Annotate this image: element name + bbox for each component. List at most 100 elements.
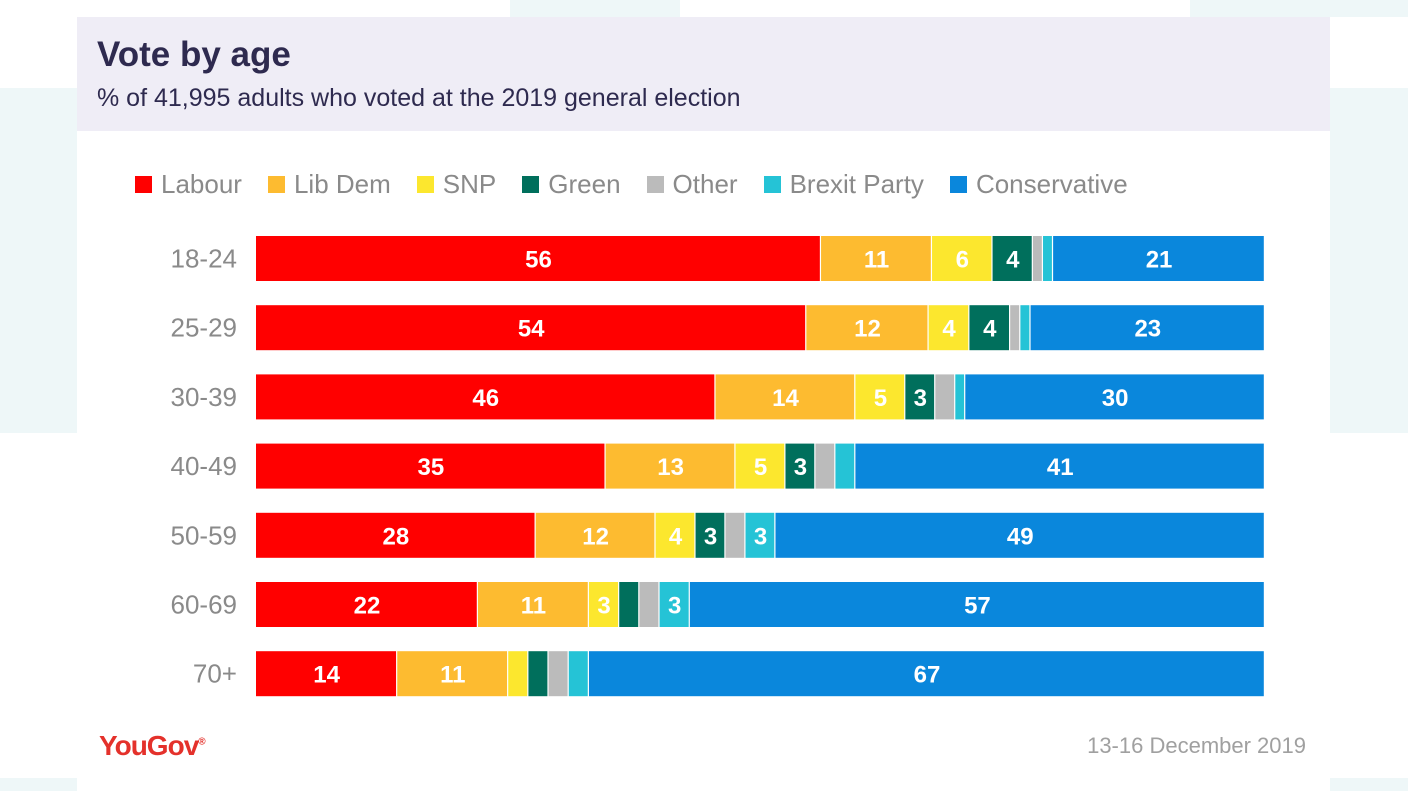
data-label: 56 xyxy=(525,247,552,274)
data-label: 41 xyxy=(1047,454,1074,481)
legend-label: Lib Dem xyxy=(293,168,391,199)
legend-item-brexit-party: Brexit Party xyxy=(763,168,924,200)
data-label: 3 xyxy=(668,593,681,620)
bar-snp xyxy=(588,582,619,627)
legend-label: Green xyxy=(548,168,621,199)
legend-swatch xyxy=(267,175,285,193)
data-label: 35 xyxy=(417,454,444,481)
bar-conservative xyxy=(965,374,1264,420)
bar-green xyxy=(695,512,725,558)
data-label: 13 xyxy=(657,454,684,481)
legend-item-other: Other xyxy=(646,168,738,200)
data-label: 4 xyxy=(1006,247,1020,274)
data-label: 54 xyxy=(518,316,545,343)
bar-green xyxy=(619,582,639,627)
bar-brexit-party xyxy=(745,512,775,558)
data-label: 11 xyxy=(864,247,889,274)
bar-other xyxy=(725,512,745,558)
bar-snp xyxy=(932,236,992,281)
brand-name: YouGov xyxy=(99,730,199,761)
bar-lib-dem xyxy=(535,512,655,558)
data-label: 49 xyxy=(1007,523,1034,550)
bar-snp xyxy=(508,651,528,697)
background-tile xyxy=(0,88,77,433)
data-label: 4 xyxy=(983,316,997,343)
bar-conservative xyxy=(855,443,1264,489)
chart-card: Vote by age % of 41,995 adults who voted… xyxy=(77,17,1330,791)
bar-labour xyxy=(256,651,397,697)
bar-labour xyxy=(256,236,820,281)
legend-item-green: Green xyxy=(522,168,621,200)
yougov-logo: YouGov® xyxy=(99,730,206,762)
bar-other xyxy=(639,582,659,627)
bar-lib-dem xyxy=(397,651,508,697)
bar-other xyxy=(935,374,955,420)
legend-label: Conservative xyxy=(975,168,1128,199)
bar-labour xyxy=(256,305,806,351)
bar-conservative xyxy=(1053,236,1264,281)
legend-item-labour: Labour xyxy=(135,169,242,200)
bar-green xyxy=(969,305,1009,351)
data-label: 21 xyxy=(1146,247,1173,274)
bar-lib-dem xyxy=(477,582,588,627)
bar-lib-dem xyxy=(715,374,855,420)
bar-labour xyxy=(256,443,605,489)
bar-green xyxy=(785,443,815,489)
legend-label: Brexit Party xyxy=(789,168,924,199)
data-label: 11 xyxy=(521,593,546,620)
legend-label: SNP xyxy=(442,168,497,199)
data-label: 14 xyxy=(313,662,340,689)
bar-lib-dem xyxy=(806,305,928,351)
chart-title: Vote by age xyxy=(97,35,291,74)
data-label: 3 xyxy=(794,454,807,481)
legend-swatch xyxy=(135,175,152,193)
data-label: 11 xyxy=(440,662,465,689)
bar-snp xyxy=(655,512,695,558)
data-label: 12 xyxy=(854,316,881,343)
data-label: 28 xyxy=(383,523,410,550)
bar-brexit-party xyxy=(1043,236,1052,281)
data-label: 5 xyxy=(874,385,887,412)
bar-green xyxy=(992,236,1032,281)
bar-green xyxy=(905,374,935,420)
background-tile xyxy=(1190,0,1408,17)
data-label: 57 xyxy=(964,593,991,620)
bar-snp xyxy=(855,374,905,420)
data-label: 67 xyxy=(914,662,941,689)
bar-labour xyxy=(256,374,715,420)
y-tick-label: 70+ xyxy=(193,659,237,689)
background-tile xyxy=(510,0,680,17)
data-label: 23 xyxy=(1134,316,1161,343)
bar-conservative xyxy=(588,651,1264,697)
y-tick-label: 25-29 xyxy=(171,313,238,343)
y-tick-label: 30-39 xyxy=(171,382,238,412)
data-label: 46 xyxy=(472,385,499,412)
bar-conservative xyxy=(689,582,1264,627)
data-label: 12 xyxy=(582,523,609,550)
data-label: 3 xyxy=(597,593,610,620)
bar-conservative xyxy=(775,512,1264,558)
legend-swatch xyxy=(416,175,434,193)
bar-snp xyxy=(928,305,969,351)
data-label: 6 xyxy=(956,247,969,274)
survey-date: 13-16 December 2019 xyxy=(1087,733,1306,758)
data-label: 4 xyxy=(942,316,956,343)
chart-header: Vote by age % of 41,995 adults who voted… xyxy=(77,17,1330,131)
background-tile xyxy=(1330,88,1408,433)
data-label: 14 xyxy=(772,385,799,412)
bar-labour xyxy=(256,582,477,627)
bar-labour xyxy=(256,512,535,558)
data-label: 30 xyxy=(1102,385,1129,412)
bar-other xyxy=(1010,305,1020,351)
y-tick-label: 40-49 xyxy=(171,451,238,481)
legend-swatch xyxy=(763,175,781,193)
bar-lib-dem xyxy=(605,443,735,489)
bar-other xyxy=(1032,236,1042,281)
data-label: 22 xyxy=(354,593,381,620)
chart-subtitle: % of 41,995 adults who voted at the 2019… xyxy=(97,84,741,112)
bar-other xyxy=(548,651,568,697)
bar-snp xyxy=(735,443,785,489)
legend-label: Other xyxy=(672,168,738,199)
y-tick-label: 18-24 xyxy=(171,244,238,274)
